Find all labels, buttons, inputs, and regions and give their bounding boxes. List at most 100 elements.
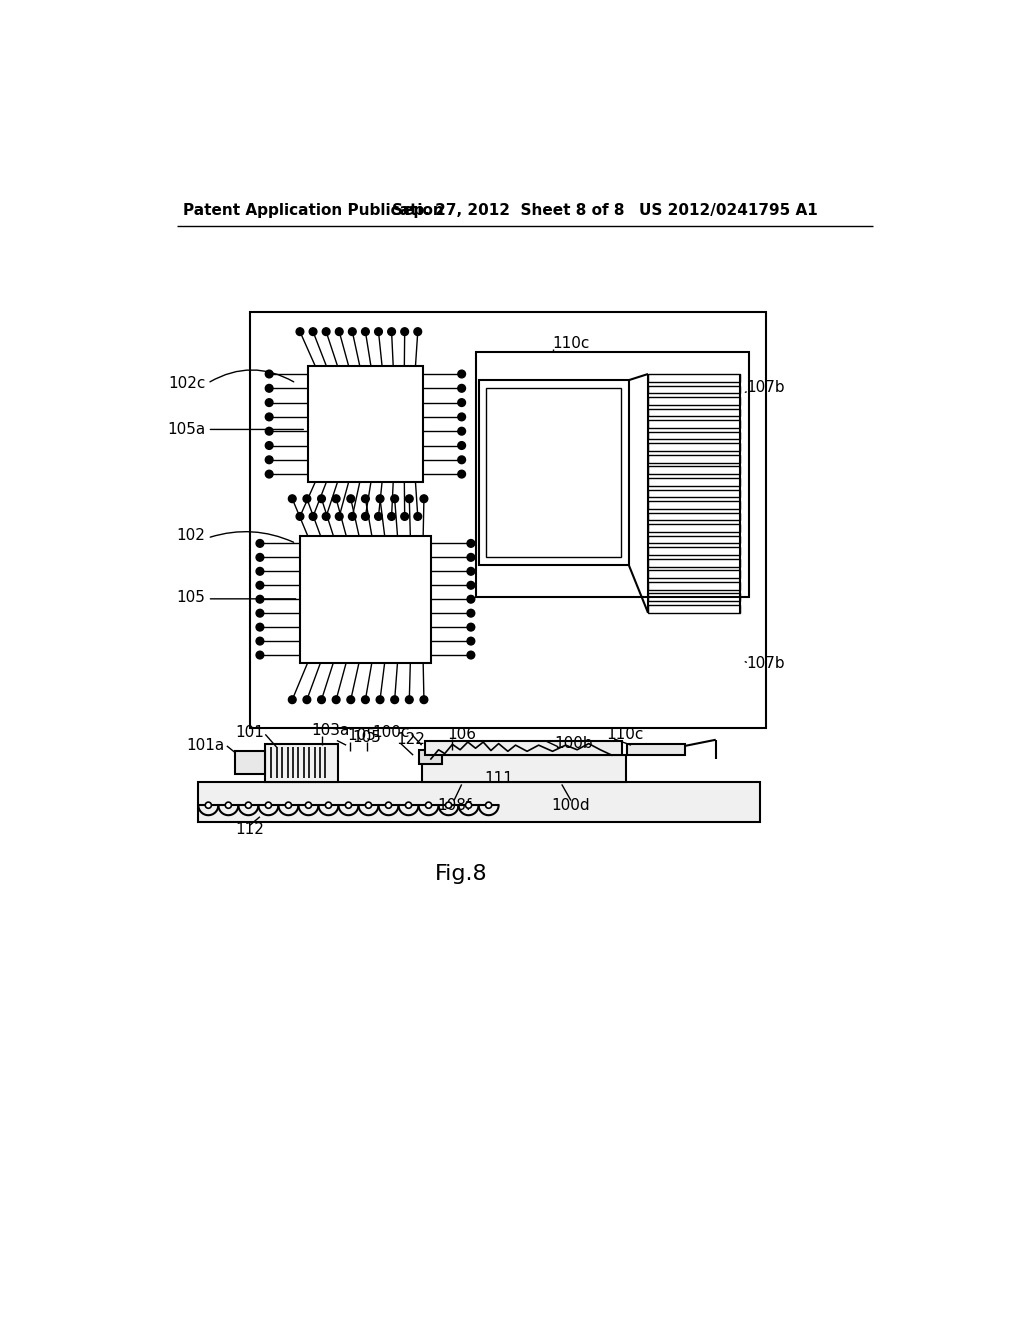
Bar [648,490,740,498]
Circle shape [336,327,343,335]
Circle shape [467,638,475,645]
Circle shape [348,512,356,520]
Circle shape [425,803,432,808]
Text: 100d: 100d [552,797,590,813]
Circle shape [458,384,466,392]
Circle shape [467,651,475,659]
Text: 122: 122 [396,733,425,747]
Circle shape [256,540,264,548]
Bar [648,420,740,428]
Circle shape [317,495,326,503]
Text: 100c: 100c [373,725,410,739]
Circle shape [265,803,271,808]
Bar [419,750,442,763]
Bar [199,781,761,822]
Circle shape [400,327,409,335]
Circle shape [303,495,310,503]
Circle shape [256,595,264,603]
Circle shape [323,327,330,335]
Bar [648,594,740,601]
Circle shape [458,399,466,407]
Bar [648,582,740,590]
Bar [648,502,740,508]
Circle shape [205,803,211,808]
Text: Fig.8: Fig.8 [435,865,488,884]
Circle shape [256,610,264,616]
Circle shape [265,470,273,478]
Text: 102: 102 [176,528,205,544]
Circle shape [256,651,264,659]
Bar [234,751,265,775]
Bar [475,352,749,597]
Circle shape [458,370,466,378]
Circle shape [376,696,384,704]
Circle shape [400,512,409,520]
Text: Patent Application Publication: Patent Application Publication [183,203,443,218]
Bar [648,455,740,462]
Bar [648,524,740,532]
Circle shape [388,512,395,520]
Circle shape [256,568,264,576]
Circle shape [445,803,452,808]
Bar [648,548,740,554]
Circle shape [323,512,330,520]
Text: 105: 105 [176,590,205,605]
Circle shape [347,696,354,704]
Circle shape [414,327,422,335]
Circle shape [265,442,273,449]
Text: 105: 105 [352,730,381,744]
Circle shape [376,495,384,503]
Circle shape [466,803,472,808]
Circle shape [361,327,370,335]
Circle shape [388,327,395,335]
Bar [628,743,685,755]
Text: 105a: 105a [167,422,205,437]
Bar [648,605,740,612]
Text: 106: 106 [447,727,477,742]
Bar [648,432,740,440]
Circle shape [246,803,252,808]
Text: 101: 101 [234,725,264,739]
Circle shape [305,803,311,808]
Text: 102c: 102c [168,376,205,391]
Circle shape [467,540,475,548]
Circle shape [467,568,475,576]
Circle shape [347,495,354,503]
Circle shape [333,696,340,704]
Circle shape [286,803,292,808]
Circle shape [256,581,264,589]
Circle shape [326,803,332,808]
Text: 108f: 108f [437,797,471,813]
Circle shape [391,495,398,503]
Text: 112: 112 [236,822,264,837]
Circle shape [265,370,273,378]
Circle shape [467,610,475,616]
Circle shape [458,455,466,463]
Circle shape [375,327,382,335]
Circle shape [361,512,370,520]
Text: 110c: 110c [606,727,644,742]
Circle shape [265,399,273,407]
Bar [648,409,740,416]
Text: 107b: 107b [746,656,785,671]
Bar [478,380,629,565]
Circle shape [303,696,310,704]
Circle shape [458,413,466,421]
Circle shape [348,327,356,335]
Circle shape [225,803,231,808]
Text: 105: 105 [347,729,376,743]
Bar [648,536,740,544]
Circle shape [467,581,475,589]
Circle shape [467,623,475,631]
Circle shape [309,327,316,335]
Circle shape [361,696,370,704]
Bar [648,385,740,393]
Bar [648,570,740,578]
Circle shape [467,553,475,561]
Circle shape [361,495,370,503]
Circle shape [256,623,264,631]
Bar [486,388,621,557]
Circle shape [265,428,273,436]
Bar [422,755,626,781]
Text: 110c: 110c [553,335,590,351]
